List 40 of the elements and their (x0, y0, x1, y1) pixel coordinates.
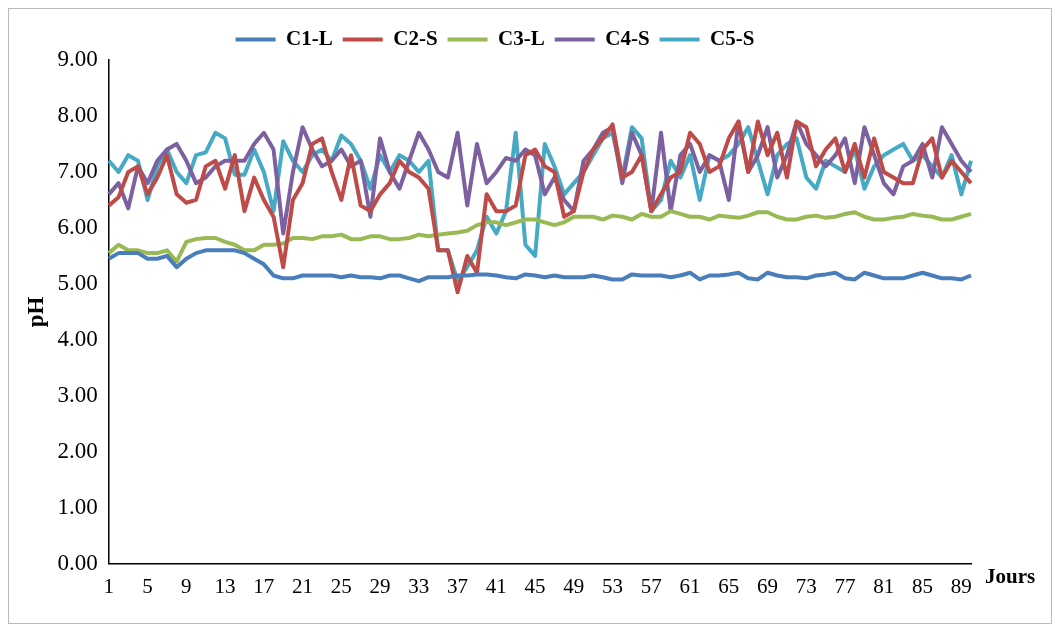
legend-label: C1-L (286, 25, 333, 50)
x-tick-label: 65 (718, 573, 740, 598)
y-tick-label: 2.00 (57, 437, 98, 463)
legend-label: C4-S (605, 25, 650, 50)
y-tick-label: 1.00 (57, 493, 98, 519)
x-tick-label: 53 (602, 573, 624, 598)
y-tick-label: 4.00 (57, 325, 98, 351)
x-tick-label: 81 (873, 573, 895, 598)
x-tick-label: 13 (214, 573, 236, 598)
x-tick-label: 77 (834, 573, 856, 598)
y-tick-label: 6.00 (57, 213, 98, 239)
x-tick-label: 29 (369, 573, 391, 598)
y-tick-label: 3.00 (57, 381, 98, 407)
x-tick-label: 17 (253, 573, 275, 598)
x-axis-title: Jours (985, 564, 1036, 589)
y-tick-label: 9.00 (57, 46, 98, 72)
y-tick-label: 0.00 (57, 549, 98, 575)
x-tick-label: 21 (292, 573, 314, 598)
y-axis-title: pH (22, 296, 48, 328)
x-tick-label: 49 (563, 573, 585, 598)
x-tick-label: 45 (524, 573, 546, 598)
x-tick-label: 25 (330, 573, 352, 598)
x-tick-label: 73 (795, 573, 817, 598)
y-tick-label: 5.00 (57, 269, 98, 295)
legend-label: C2-S (393, 25, 438, 50)
legend-label: C5-S (710, 25, 755, 50)
x-tick-label: 61 (679, 573, 701, 598)
x-tick-label: 37 (447, 573, 469, 598)
x-tick-label: 9 (181, 573, 192, 598)
x-tick-label: 5 (142, 573, 153, 598)
x-tick-label: 89 (950, 573, 972, 598)
x-tick-label: 1 (103, 573, 115, 598)
y-tick-label: 8.00 (57, 102, 98, 128)
x-tick-label: 33 (408, 573, 430, 598)
legend-label: C3-L (498, 25, 545, 50)
y-tick-label: 7.00 (57, 158, 98, 183)
x-tick-label: 85 (912, 573, 934, 598)
x-tick-label: 57 (640, 573, 662, 598)
x-tick-label: 41 (485, 573, 507, 598)
x-tick-label: 69 (757, 573, 779, 598)
